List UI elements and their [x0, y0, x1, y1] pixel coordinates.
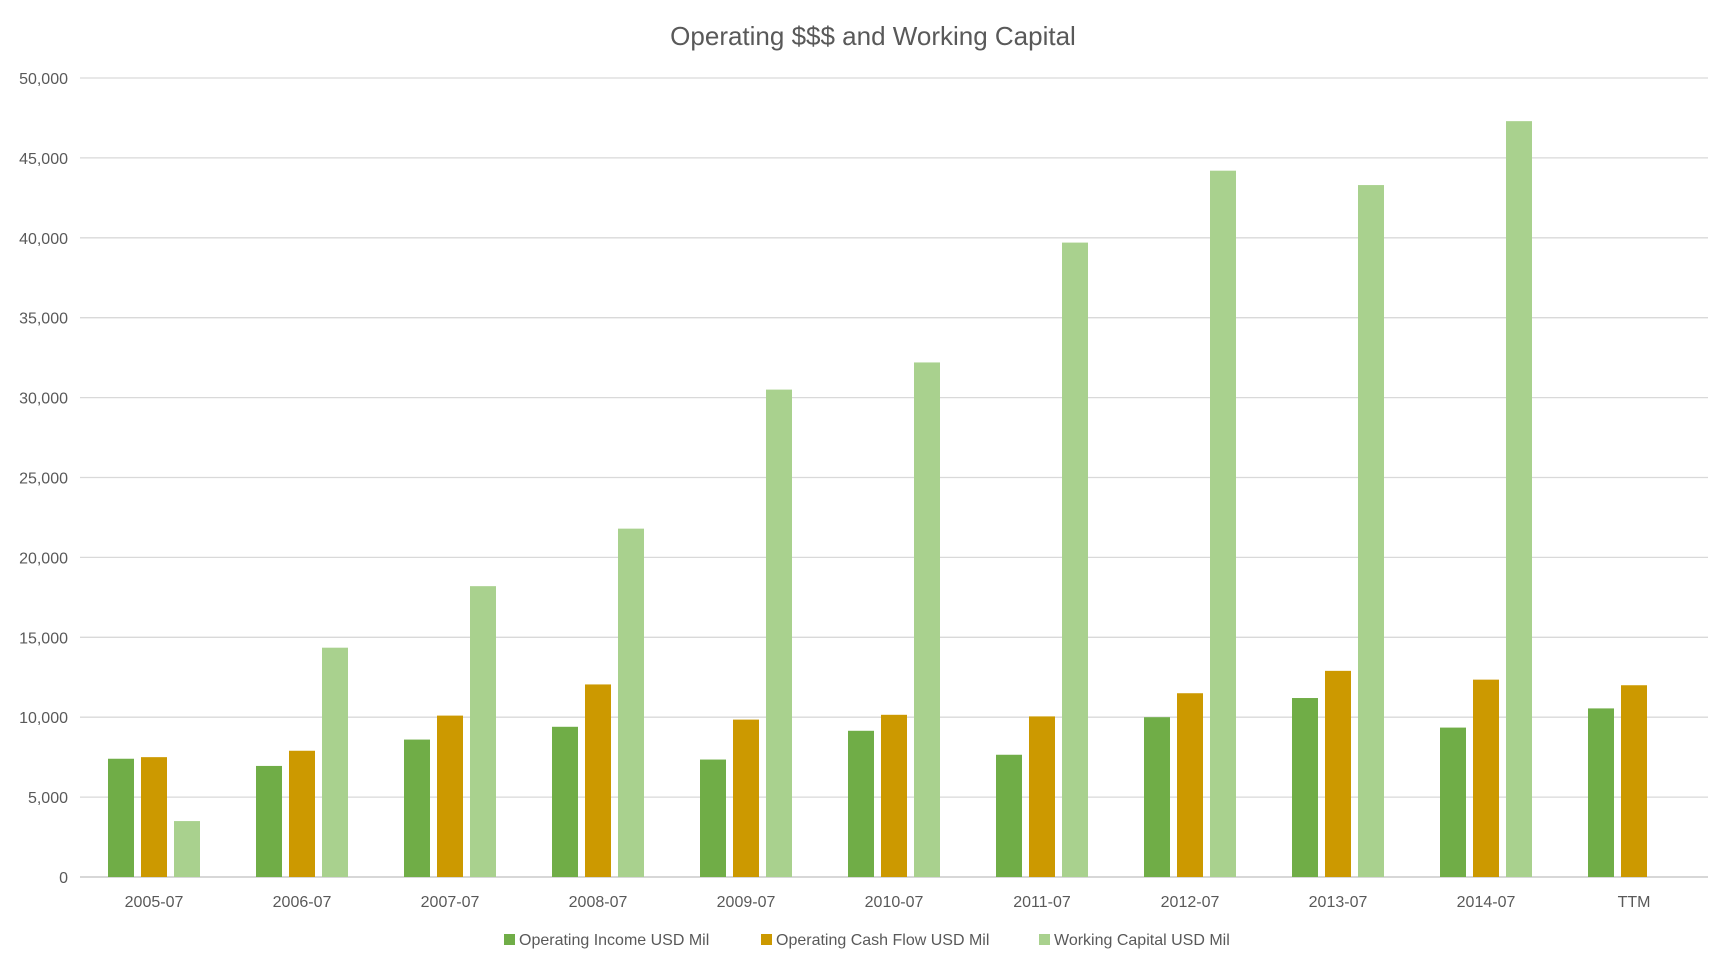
gridlines	[80, 77, 1708, 878]
bar-operating-income-usd-mil-2007-07	[404, 739, 430, 877]
bar-operating-cash-flow-usd-mil-2012-07	[1177, 693, 1203, 877]
legend-label: Operating Income USD Mil	[519, 932, 709, 949]
legend: Operating Income USD Mil Operating Cash F…	[504, 932, 1230, 949]
bar-operating-income-usd-mil-2009-07	[700, 759, 726, 877]
chart-title: Operating $$$ and Working Capital	[670, 21, 1076, 51]
legend-swatch	[761, 934, 772, 945]
x-tick-label: 2007-07	[421, 894, 480, 911]
y-tick-label: 15,000	[19, 630, 68, 647]
y-axis-tick-labels: 0 5,000 10,000 15,000 20,000 25,000 30,000 35,0…	[19, 71, 68, 887]
bar-working-capital-usd-mil-2009-07	[766, 389, 792, 877]
x-tick-label: 2005-07	[125, 894, 184, 911]
legend-label: Working Capital USD Mil	[1054, 932, 1230, 949]
bar-working-capital-usd-mil-2011-07	[1062, 242, 1088, 877]
bar-working-capital-usd-mil-2014-07	[1506, 121, 1532, 878]
x-tick-label: 2010-07	[865, 894, 924, 911]
y-tick-label: 35,000	[19, 311, 68, 328]
x-axis-tick-labels: 2005-07 2006-07 2007-07 2008-07 2009-07 2010-…	[125, 894, 1651, 911]
x-tick-label: 2014-07	[1457, 894, 1516, 911]
x-tick-label: 2006-07	[273, 894, 332, 911]
y-tick-label: 30,000	[19, 391, 68, 408]
x-tick-label: 2009-07	[717, 894, 776, 911]
x-tick-label: 2008-07	[569, 894, 628, 911]
bar-working-capital-usd-mil-2010-07	[914, 362, 940, 878]
y-tick-label: 25,000	[19, 471, 68, 488]
x-tick-label: TTM	[1618, 894, 1651, 911]
x-tick-label: 2011-07	[1013, 894, 1071, 911]
bar-operating-income-usd-mil-2010-07	[848, 730, 874, 877]
y-tick-label: 10,000	[19, 710, 68, 727]
bar-operating-cash-flow-usd-mil-2009-07	[733, 719, 759, 877]
bar-working-capital-usd-mil-2007-07	[470, 586, 496, 877]
bar-operating-cash-flow-usd-mil-ttm	[1621, 685, 1647, 877]
bar-operating-income-usd-mil-2006-07	[256, 765, 282, 877]
legend-swatch	[504, 934, 515, 945]
bar-operating-cash-flow-usd-mil-2014-07	[1473, 679, 1499, 877]
bar-operating-income-usd-mil-2005-07	[108, 758, 134, 877]
legend-swatch	[1039, 934, 1050, 945]
bar-operating-income-usd-mil-ttm	[1588, 708, 1614, 877]
y-tick-label: 50,000	[19, 71, 68, 88]
x-tick-label: 2012-07	[1161, 894, 1220, 911]
bar-operating-cash-flow-usd-mil-2005-07	[141, 757, 167, 877]
bar-working-capital-usd-mil-2012-07	[1210, 170, 1236, 877]
y-tick-label: 20,000	[19, 550, 68, 567]
bar-operating-income-usd-mil-2012-07	[1144, 717, 1170, 877]
bar-operating-income-usd-mil-2014-07	[1440, 727, 1466, 877]
bar-operating-cash-flow-usd-mil-2006-07	[289, 750, 315, 877]
y-tick-label: 45,000	[19, 151, 68, 168]
bar-operating-cash-flow-usd-mil-2010-07	[881, 714, 907, 877]
legend-label: Operating Cash Flow USD Mil	[776, 932, 989, 949]
x-tick-label: 2013-07	[1309, 894, 1368, 911]
bar-operating-cash-flow-usd-mil-2013-07	[1325, 670, 1351, 877]
bar-operating-income-usd-mil-2011-07	[996, 754, 1022, 877]
y-tick-label: 0	[59, 870, 68, 887]
y-tick-label: 5,000	[28, 790, 68, 807]
bar-operating-income-usd-mil-2013-07	[1292, 698, 1318, 877]
bar-working-capital-usd-mil-2006-07	[322, 647, 348, 877]
bar-operating-cash-flow-usd-mil-2011-07	[1029, 716, 1055, 877]
bar-working-capital-usd-mil-2013-07	[1358, 185, 1384, 878]
y-tick-label: 40,000	[19, 231, 68, 248]
bar-working-capital-usd-mil-2008-07	[618, 528, 644, 877]
bar-operating-income-usd-mil-2008-07	[552, 726, 578, 877]
bars	[108, 121, 1647, 878]
bar-operating-cash-flow-usd-mil-2008-07	[585, 684, 611, 877]
bar-operating-cash-flow-usd-mil-2007-07	[437, 715, 463, 877]
bar-working-capital-usd-mil-2005-07	[174, 821, 200, 877]
